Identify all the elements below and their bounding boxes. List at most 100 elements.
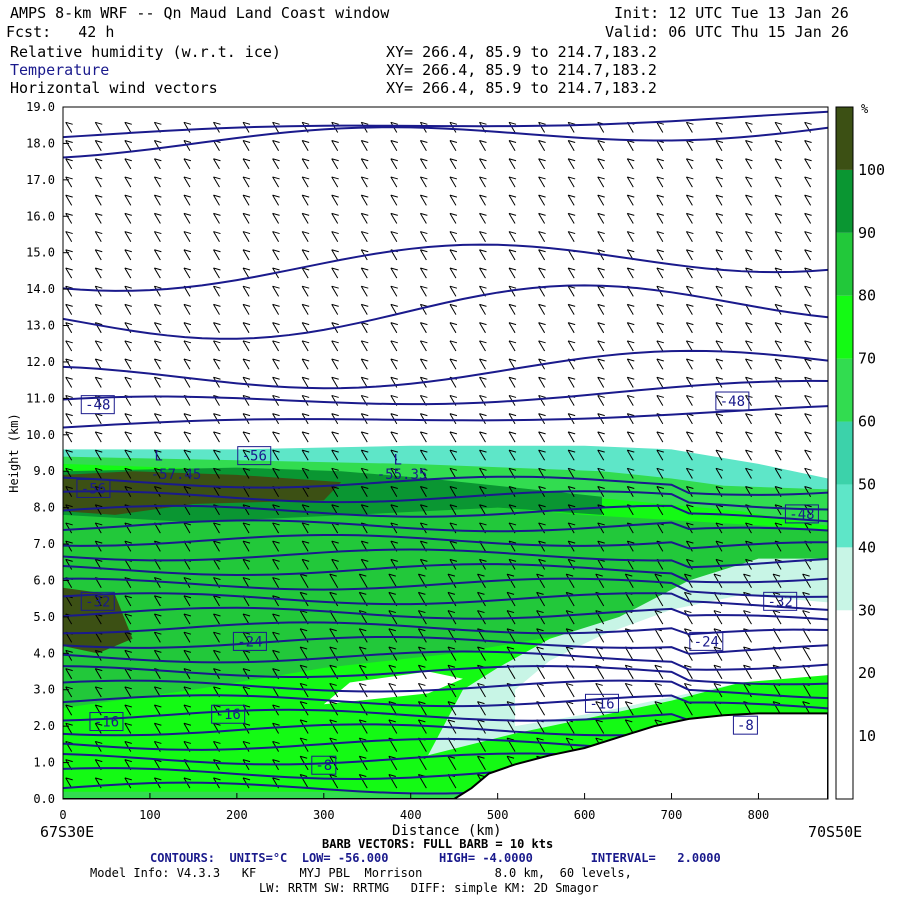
wind-barb — [802, 591, 812, 607]
wind-barb — [94, 376, 103, 388]
wind-barb — [538, 194, 546, 206]
wind-barb — [65, 376, 73, 388]
wind-barb — [153, 176, 162, 188]
wind-barb — [390, 176, 398, 188]
wind-barb — [301, 340, 310, 352]
wind-barb — [390, 212, 398, 224]
wind-barb — [419, 449, 428, 461]
wind-barb — [329, 737, 339, 752]
wind-barb — [94, 668, 103, 680]
wind-barb — [242, 449, 251, 461]
wind-barb — [565, 682, 575, 698]
colorbar-unit: % — [861, 102, 869, 116]
wind-barb — [508, 358, 517, 370]
wind-barb — [388, 573, 398, 589]
wind-barb — [538, 340, 546, 352]
contour-label-box — [232, 631, 267, 651]
contour-label-box — [763, 591, 798, 611]
wind-barb — [94, 231, 103, 243]
wind-barb — [242, 504, 251, 516]
wind-barb — [183, 121, 192, 133]
wind-barb — [153, 194, 162, 206]
wind-barb — [242, 140, 251, 151]
y-tick-label: 10.0 — [26, 428, 55, 442]
isotherm — [63, 592, 828, 611]
wind-barb — [597, 194, 605, 206]
wind-barb — [242, 431, 251, 443]
wind-barb — [299, 773, 309, 789]
wind-barb — [715, 358, 724, 370]
wind-barb — [538, 176, 546, 188]
wind-barb — [715, 449, 724, 461]
wind-barb — [656, 449, 664, 461]
isotherm-upper — [63, 284, 828, 340]
wind-barb — [242, 558, 251, 570]
wind-barb — [804, 322, 812, 334]
wind-barb — [656, 394, 664, 406]
wind-barb — [626, 340, 635, 352]
wind-barb — [745, 176, 753, 188]
wind-barb — [124, 722, 132, 734]
wind-barb — [417, 646, 427, 661]
wind-barb — [449, 285, 458, 297]
colorbar-frame — [835, 106, 854, 800]
wind-barb — [213, 158, 221, 170]
wind-barb — [272, 431, 280, 443]
wind-barb — [272, 322, 280, 334]
wind-barb — [65, 413, 73, 425]
wind-barb — [65, 704, 73, 716]
wind-barb — [774, 121, 783, 133]
wind-barb — [715, 303, 724, 315]
wind-barb — [272, 540, 280, 552]
wind-barb — [506, 628, 516, 643]
wind-barb — [538, 267, 546, 279]
wind-barb — [390, 340, 398, 352]
wind-barb — [774, 303, 783, 315]
wind-barb — [124, 121, 132, 133]
wind-barb — [242, 176, 251, 188]
wind-barb — [685, 121, 694, 133]
wind-barb — [153, 267, 162, 279]
wind-barb — [449, 340, 458, 352]
wind-barb — [656, 249, 664, 261]
y-tick-label: 16.0 — [26, 209, 55, 223]
wind-barb — [124, 194, 132, 206]
contour-label-box — [76, 478, 111, 498]
wind-barb — [479, 249, 487, 261]
wind-barb — [94, 303, 103, 315]
wind-barb — [743, 664, 752, 680]
wind-barb — [685, 231, 694, 243]
wind-barb — [388, 664, 398, 680]
wind-barb — [419, 194, 428, 206]
wind-barb — [538, 394, 546, 406]
contour-label-box — [715, 391, 750, 411]
wind-barb — [538, 212, 546, 224]
wind-barb — [536, 628, 546, 643]
x-tick-label: 100 — [139, 808, 161, 822]
colorbar-band — [836, 169, 853, 233]
wind-barb — [153, 285, 162, 297]
y-tick-label: 15.0 — [26, 246, 55, 260]
y-tick-label: 3.0 — [33, 683, 55, 697]
wind-barb — [804, 394, 812, 406]
wind-barb — [272, 249, 280, 261]
wind-barb — [745, 267, 753, 279]
wind-barb — [419, 140, 428, 151]
wind-barb — [124, 595, 132, 607]
wind-barb — [774, 413, 783, 425]
wind-barb — [449, 231, 458, 243]
wind-barb — [508, 376, 517, 388]
wind-barb — [715, 212, 724, 224]
y-tick-label: 9.0 — [33, 464, 55, 478]
wind-barb — [654, 610, 664, 625]
contour-label: -8 — [737, 718, 754, 734]
wind-barb — [213, 467, 221, 479]
wind-barb — [685, 486, 694, 497]
wind-barb — [390, 467, 398, 479]
wind-barb — [242, 194, 251, 206]
wind-barb — [213, 303, 221, 315]
wind-barb — [685, 212, 694, 224]
contour-label: -24 — [237, 634, 262, 650]
wind-barb — [94, 358, 103, 370]
wind-barb — [331, 394, 339, 406]
